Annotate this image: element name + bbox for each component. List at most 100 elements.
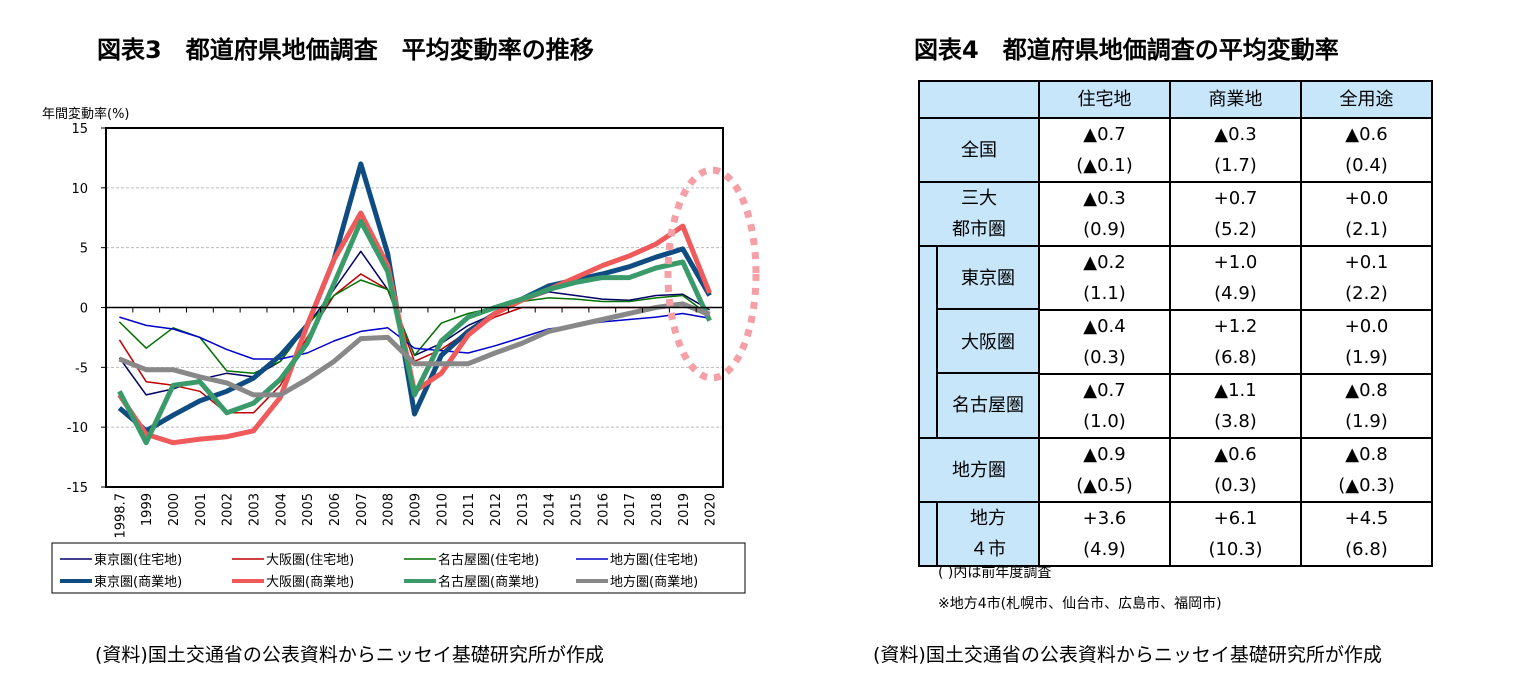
previous-value: (5.2) [1214,219,1257,240]
value-cell: ▲0.4 (0.3) [1038,309,1171,375]
row-label: 三大 都市圏 [952,188,1006,240]
table-row: 全国 ▲0.7 (▲0.1) ▲0.3 (1.7) ▲0.6 (0.4) [918,117,1433,183]
value-cell: ▲0.7 (▲0.1) [1038,117,1171,183]
table-row: 名古屋圏 ▲0.7 (1.0) ▲1.1 (3.8) ▲0.8 (1.9) [918,372,1433,439]
current-value: +4.5 [1344,508,1389,529]
table-row: 地方圏 ▲0.9 (▲0.5) ▲0.6 (0.3) ▲0.8 (▲0.3) [918,437,1433,503]
x-tick-label: 2018 [650,493,665,526]
column-header: 全用途 [1300,80,1433,119]
value-cell: ▲0.2 (1.1) [1038,245,1171,311]
row-label: 東京圏 [936,245,1038,310]
current-value: ▲0.7 [1083,124,1126,145]
previous-value: (0.3) [1083,347,1126,368]
series-line-2 [118,279,711,375]
legend-label: 名古屋圏(住宅地) [438,552,539,568]
chart-source: (資料)国土交通省の公表資料からニッセイ基礎研究所が作成 [95,644,604,666]
value-cell: ▲0.6 (0.4) [1300,117,1433,183]
value-cell: ▲0.3 (0.9) [1038,181,1171,247]
x-tick-label: 2014 [543,493,558,526]
row-label: 大阪圏 [936,308,1038,374]
value-cell: +0.1 (2.2) [1300,245,1433,311]
current-value: ▲0.3 [1214,124,1257,145]
column-header: 住宅地 [1038,80,1171,119]
line-chart: 年間変動率(%) 15 10 5 0 -5 -10 -15 1998.7 1999 2000 200… [42,106,760,594]
x-tick-label: 1999 [140,493,155,526]
y-tick-label: -10 [67,421,88,436]
highlight-ellipse [664,166,760,382]
x-tick-label: 2004 [274,493,289,526]
land-price-table: 住宅地 商業地 全用途全国 ▲0.7 (▲0.1) ▲0.3 (1.7) ▲0.6 (0.4) 三… [918,80,1433,567]
x-tick-label: 2011 [462,493,477,526]
value-cell: +0.7 (5.2) [1169,181,1302,247]
row-label: 全国 [961,139,997,161]
x-tick-label: 2013 [516,493,531,526]
y-tick-label: 5 [80,242,88,257]
y-tick-label: 0 [80,302,88,317]
current-value: +1.0 [1213,252,1258,273]
y-tick-label: -5 [75,361,88,376]
legend-label: 地方圏(住宅地) [610,552,698,568]
row-label: 名古屋圏 [936,372,1038,437]
table-source: (資料)国土交通省の公表資料からニッセイ基礎研究所が作成 [873,644,1382,666]
previous-value: (1.9) [1345,347,1388,368]
previous-value: (1.9) [1345,411,1388,432]
table-row: 東京圏 ▲0.2 (1.1) +1.0 (4.9) +0.1 (2.2) [918,245,1433,311]
previous-value: (0.9) [1083,219,1126,240]
previous-value: (▲0.5) [1076,475,1133,496]
previous-value: (10.3) [1208,539,1263,560]
previous-value: (1.7) [1214,155,1257,176]
value-cell: ▲0.3 (1.7) [1169,117,1302,183]
x-tick-label: 2019 [677,493,692,526]
current-value: ▲0.6 [1345,124,1388,145]
current-value: +0.0 [1344,316,1389,337]
table-title: 図表4 都道府県地価調査の平均変動率 [914,36,1339,64]
current-value: +1.2 [1213,316,1258,337]
x-tick-label: 1998.7 [113,493,128,539]
x-tick-label: 2015 [569,493,584,526]
legend-label: 大阪圏(商業地) [266,574,354,590]
value-cell: +0.0 (2.1) [1300,181,1433,247]
table-row: 大阪圏 ▲0.4 (0.3) +1.2 (6.8) +0.0 (1.9) [918,308,1433,375]
value-cell: ▲0.9 (▲0.5) [1038,437,1171,503]
value-cell: ▲0.7 (1.0) [1038,373,1171,439]
value-cell: +0.0 (1.9) [1300,309,1433,375]
table-header-row: 住宅地 商業地 全用途 [918,80,1433,119]
previous-value: (0.4) [1345,155,1388,176]
previous-value: (4.9) [1214,283,1257,304]
table-note-previous-year: ( )内は前年度調査 [938,565,1052,581]
x-tick-label: 2010 [435,493,450,526]
value-cell: +1.0 (4.9) [1169,245,1302,311]
y-axis-label: 年間変動率(%) [42,106,130,122]
x-tick-label: 2001 [194,493,209,526]
current-value: +0.7 [1213,188,1258,209]
x-tick-label: 2009 [409,493,424,526]
current-value: ▲0.4 [1083,316,1126,337]
current-value: ▲0.2 [1083,252,1126,273]
legend-label: 名古屋圏(商業地) [438,574,539,590]
legend-box [51,542,746,594]
table-row: 地方 ４市 +3.6 (4.9) +6.1 (10.3) +4.5 (6.8) [918,501,1433,567]
current-value: +3.6 [1082,508,1127,529]
series-line-6 [117,218,712,446]
series-line-0 [118,250,710,396]
current-value: ▲0.7 [1083,380,1126,401]
x-tick-label: 2003 [248,493,263,526]
current-value: ▲0.3 [1083,188,1126,209]
row-label: 地方 ４市 [936,501,1038,565]
legend-label: 東京圏(住宅地) [94,552,182,568]
current-value: ▲0.8 [1345,444,1388,465]
chart-title: 図表3 都道府県地価調査 平均変動率の推移 [97,36,594,64]
current-value: ▲1.1 [1214,380,1257,401]
x-tick-label: 2006 [328,493,343,526]
previous-value: (1.1) [1083,283,1126,304]
x-tick-label: 2020 [704,493,719,526]
x-tick-label: 2002 [221,493,236,526]
previous-value: (2.1) [1345,219,1388,240]
x-tick-label: 2008 [382,493,397,526]
value-cell: ▲0.6 (0.3) [1169,437,1302,503]
x-tick-label: 2017 [623,493,638,526]
previous-value: (▲0.3) [1338,475,1395,496]
series-line-7 [118,301,711,398]
value-cell: +6.1 (10.3) [1169,501,1302,567]
value-cell: ▲1.1 (3.8) [1169,373,1302,439]
